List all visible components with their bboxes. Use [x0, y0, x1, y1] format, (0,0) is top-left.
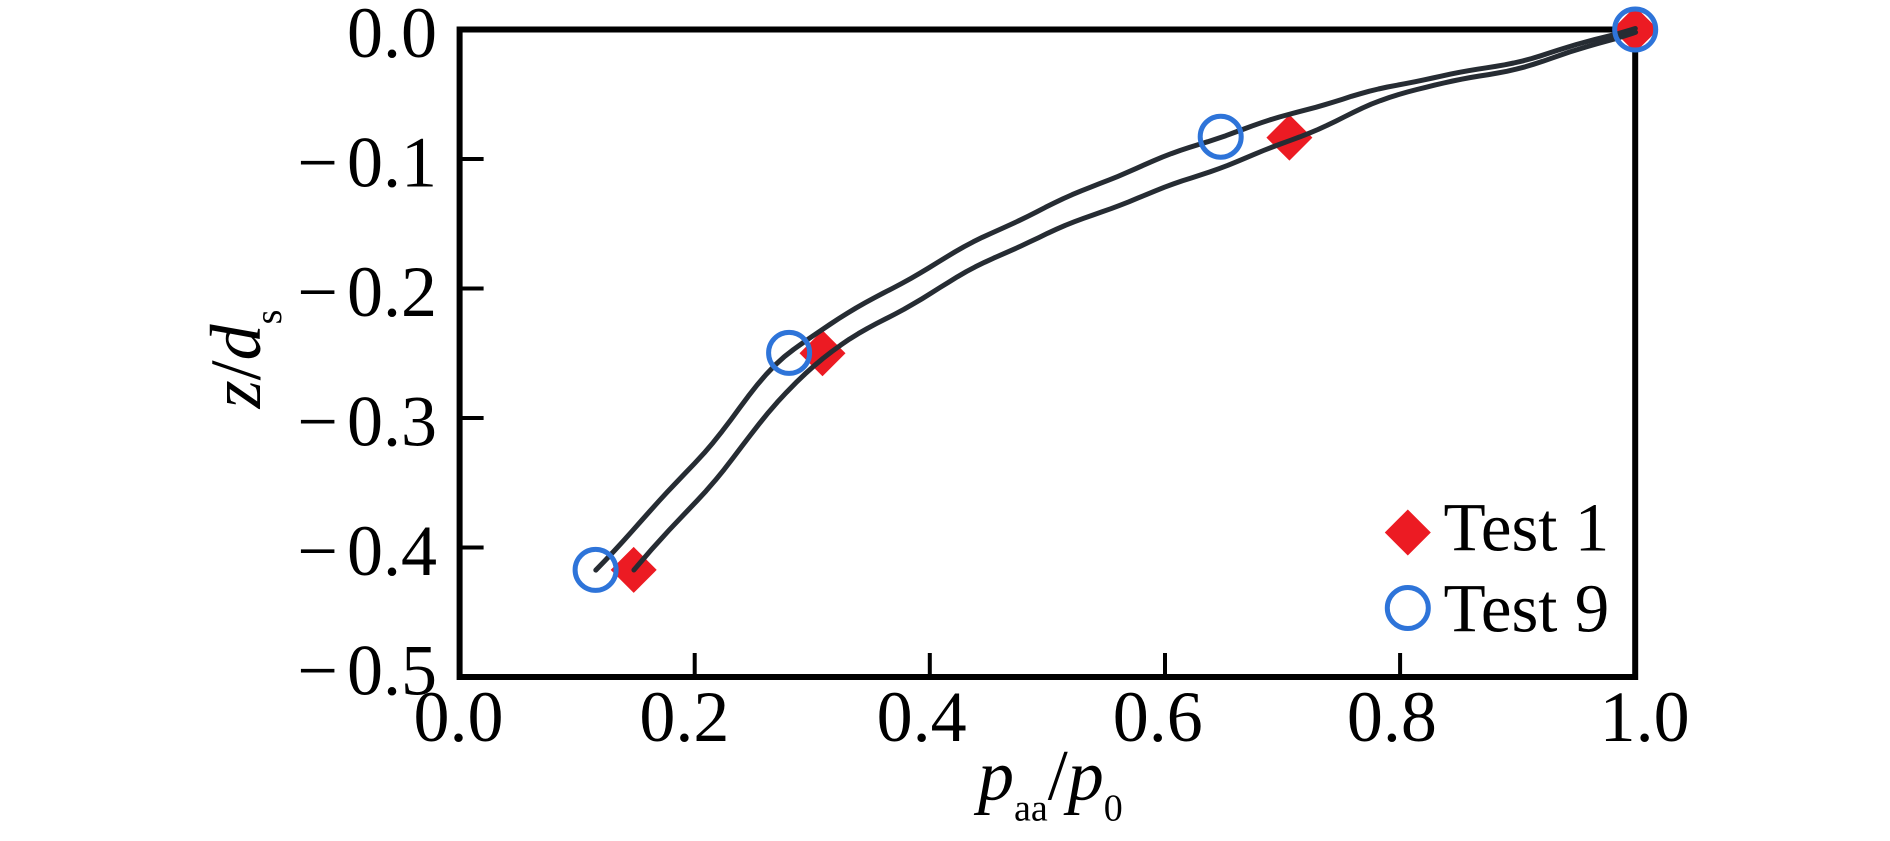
svg-text:0.5: 0.5 — [347, 630, 437, 710]
svg-text:paa/p0: paa/p0 — [973, 736, 1123, 830]
svg-text:−: − — [297, 630, 338, 710]
svg-text:−: − — [297, 123, 338, 203]
svg-text:0.4: 0.4 — [877, 677, 967, 757]
svg-text:0.8: 0.8 — [1347, 677, 1437, 757]
svg-text:Test 9: Test 9 — [1444, 571, 1610, 647]
svg-text:0.0: 0.0 — [347, 0, 437, 73]
svg-text:0.4: 0.4 — [347, 511, 437, 591]
svg-text:−: − — [297, 382, 338, 462]
svg-text:z/ds: z/ds — [196, 310, 290, 410]
svg-text:0.0: 0.0 — [414, 677, 504, 757]
svg-text:0.2: 0.2 — [347, 252, 437, 332]
svg-text:−: − — [297, 511, 338, 591]
svg-text:0.2: 0.2 — [639, 677, 729, 757]
svg-text:Test 1: Test 1 — [1444, 490, 1610, 566]
svg-text:0.1: 0.1 — [347, 123, 437, 203]
svg-text:0.6: 0.6 — [1113, 677, 1203, 757]
svg-text:−: − — [297, 252, 338, 332]
svg-text:1.0: 1.0 — [1600, 677, 1690, 757]
svg-text:0.3: 0.3 — [347, 382, 437, 462]
